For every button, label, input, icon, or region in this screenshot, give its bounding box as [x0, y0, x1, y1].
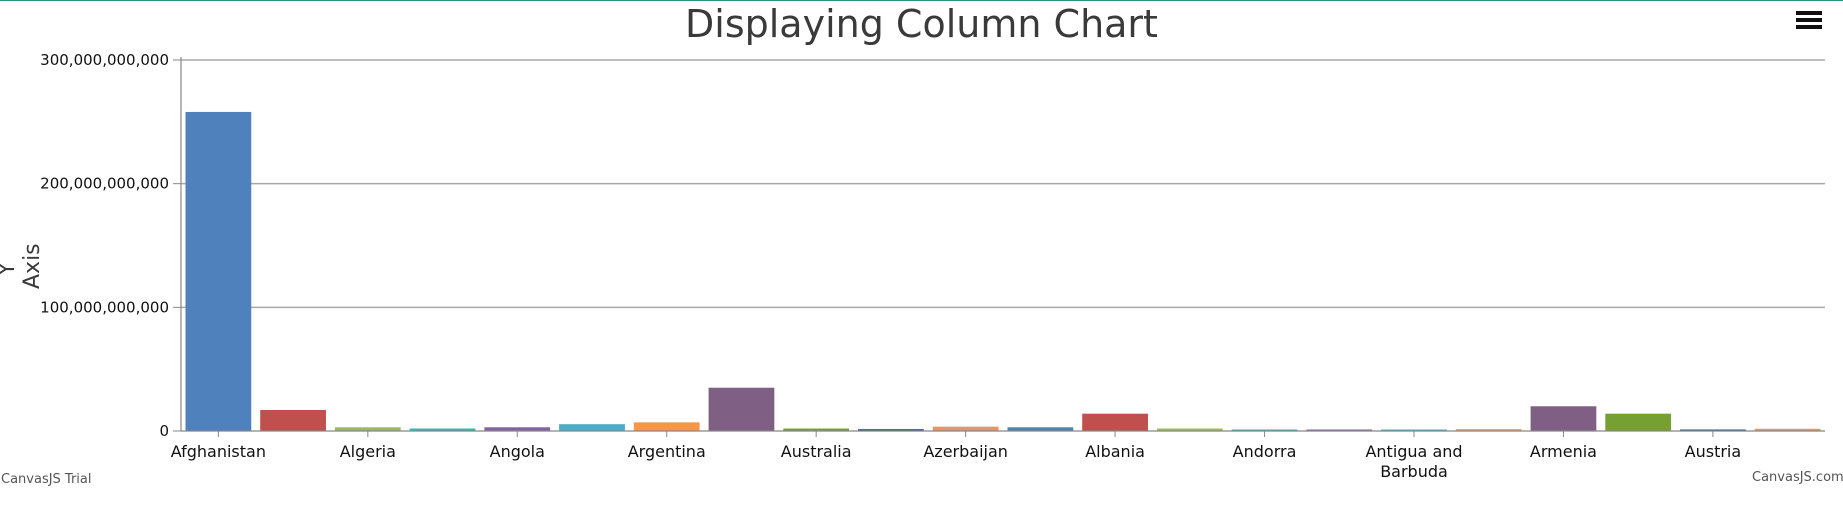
bar[interactable] — [559, 424, 625, 431]
bar[interactable] — [185, 111, 252, 431]
bar[interactable] — [409, 428, 476, 431]
bar[interactable] — [858, 429, 924, 431]
bar[interactable] — [1156, 428, 1223, 431]
top-border — [0, 0, 1843, 1]
bars — [185, 111, 1821, 432]
x-tick-label: Azerbaijan — [923, 442, 1008, 461]
x-tick-label: Australia — [781, 442, 852, 461]
hamburger-menu-icon[interactable] — [1794, 8, 1824, 36]
x-tick-label: Argentina — [628, 442, 706, 461]
x-tick-label: Albania — [1085, 442, 1145, 461]
x-tick-label: Armenia — [1530, 442, 1597, 461]
bar[interactable] — [1455, 429, 1522, 431]
menu-bar — [1796, 25, 1822, 29]
axis-labels: 0 100,000,000,000 200,000,000,000 300,000,0… — [40, 51, 1741, 481]
x-tick-label: Andorra — [1233, 442, 1297, 461]
credit-right[interactable]: CanvasJS.com — [1752, 470, 1843, 485]
bar[interactable] — [484, 427, 551, 431]
bar[interactable] — [1231, 429, 1298, 432]
bar[interactable] — [783, 428, 850, 431]
x-tick-label: Afghanistan — [171, 442, 266, 461]
bar[interactable] — [1530, 406, 1597, 431]
bar[interactable] — [334, 427, 401, 431]
bar[interactable] — [1754, 428, 1821, 431]
x-tick-label: Antigua and — [1365, 442, 1462, 461]
y-tick-label: 100,000,000,000 — [40, 298, 169, 316]
bar[interactable] — [1381, 429, 1447, 432]
bar[interactable] — [260, 409, 326, 431]
bar[interactable] — [1306, 429, 1373, 432]
x-tick-label: Barbuda — [1380, 462, 1448, 481]
menu-bar — [1796, 18, 1822, 22]
credit-left: CanvasJS Trial — [1, 472, 92, 487]
x-tick-label: Angola — [490, 442, 545, 461]
x-tick-label: Austria — [1685, 442, 1742, 461]
bar[interactable] — [633, 422, 700, 431]
bar[interactable] — [1007, 427, 1074, 431]
chart-title: Displaying Column Chart — [685, 2, 1158, 46]
axes — [173, 57, 1825, 437]
y-tick-label: 0 — [159, 422, 169, 440]
bar[interactable] — [708, 387, 775, 431]
y-tick-label: 200,000,000,000 — [40, 175, 169, 193]
grid-lines — [181, 59, 1825, 309]
bar[interactable] — [1680, 429, 1746, 432]
menu-bar — [1796, 11, 1822, 15]
bar[interactable] — [1605, 413, 1672, 431]
y-tick-label: 300,000,000,000 — [40, 51, 169, 69]
bar[interactable] — [1082, 413, 1148, 431]
x-tick-label: Algeria — [340, 442, 396, 461]
bar[interactable] — [932, 426, 999, 431]
